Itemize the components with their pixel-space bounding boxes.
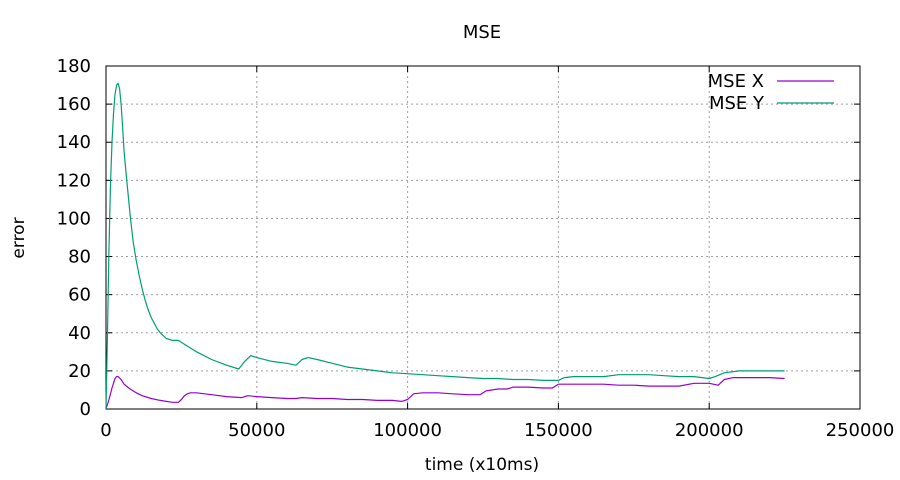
x-tick-label: 250000 <box>826 420 895 441</box>
legend-label-mse-y: MSE Y <box>709 93 765 114</box>
y-tick-label: 120 <box>57 170 91 191</box>
y-tick-label: 80 <box>68 247 91 268</box>
x-tick-label: 200000 <box>675 420 744 441</box>
series-lines <box>106 83 785 409</box>
x-tick-label: 150000 <box>524 420 593 441</box>
chart-title: MSE <box>463 22 501 43</box>
x-axis-label: time (x10ms) <box>425 455 539 475</box>
y-tick-label: 20 <box>68 361 91 382</box>
y-tick-label: 160 <box>57 94 91 115</box>
y-tick-label: 0 <box>80 399 91 420</box>
legend-label-mse-x: MSE X <box>708 71 764 92</box>
y-axis-label: error <box>9 217 29 258</box>
x-tick-label: 100000 <box>373 420 442 441</box>
x-tick-label: 50000 <box>228 420 285 441</box>
plot-frame <box>106 66 860 409</box>
y-tick-label: 180 <box>57 56 91 77</box>
x-tick-label: 0 <box>100 420 111 441</box>
grid <box>106 66 860 409</box>
axes <box>106 66 860 409</box>
y-tick-label: 100 <box>57 208 91 229</box>
series-line-mse-x <box>106 377 785 409</box>
y-tick-label: 40 <box>68 323 91 344</box>
y-tick-label: 60 <box>68 285 91 306</box>
series-line-mse-y <box>106 83 785 409</box>
y-tick-label: 140 <box>57 132 91 153</box>
